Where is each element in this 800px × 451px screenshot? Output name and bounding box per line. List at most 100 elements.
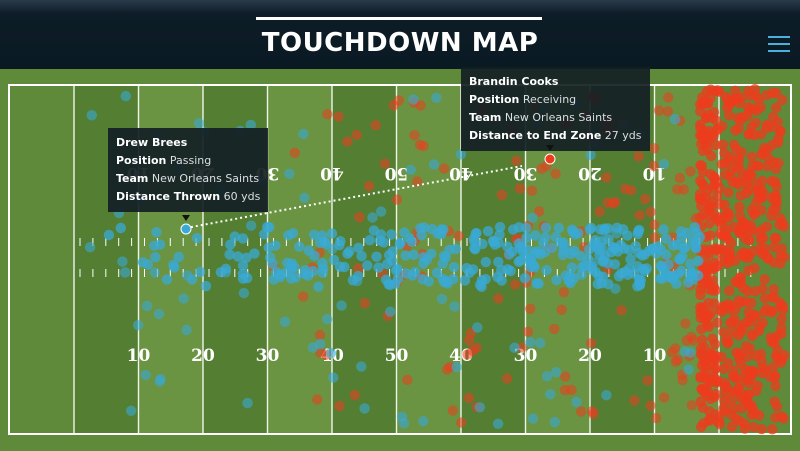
yard-number-top: 40: [449, 163, 473, 183]
touchdown-dot: [688, 335, 699, 346]
touchdown-dot: [237, 260, 249, 271]
field-chart: 102030405040302010 102030405040302010: [8, 84, 792, 435]
touchdown-dot: [294, 241, 305, 252]
pass-trajectory-line: [185, 165, 523, 229]
touchdown-dot: [774, 297, 786, 308]
touchdown-dot: [740, 364, 751, 375]
touchdown-dot: [776, 411, 787, 422]
touchdown-dot: [754, 410, 765, 421]
touchdown-dot: [763, 153, 774, 164]
touchdown-dot: [732, 277, 743, 288]
touchdown-dot: [742, 178, 753, 189]
touchdown-dot: [728, 221, 740, 233]
touchdown-dot: [351, 275, 363, 287]
touchdown-dot: [521, 222, 532, 234]
touchdown-dot: [702, 319, 713, 330]
touchdown-dot: [751, 385, 762, 397]
touchdown-dot: [776, 328, 787, 339]
touchdown-dot: [729, 403, 740, 414]
touchdown-dot: [437, 258, 448, 269]
touchdown-dot: [476, 281, 487, 292]
touchdown-dot: [695, 193, 706, 204]
touchdown-dot: [249, 248, 260, 259]
touchdown-dot: [541, 265, 552, 276]
touchdown-dot: [695, 343, 707, 354]
touchdown-dot: [396, 411, 408, 422]
touchdown-dot: [519, 273, 531, 284]
touchdown-dot: [754, 193, 766, 204]
touchdown-dot: [496, 264, 507, 276]
touchdown-dot: [522, 326, 534, 337]
touchdown-dot: [431, 92, 442, 103]
touchdown-dot: [730, 413, 741, 424]
touchdown-dot: [568, 273, 580, 284]
receiver-marker: [544, 153, 556, 165]
tooltip-player-name: Drew Brees: [116, 136, 188, 149]
touchdown-dot: [449, 301, 460, 312]
touchdown-dot: [723, 187, 734, 198]
yard-number-top: 50: [385, 163, 409, 183]
touchdown-dot: [149, 267, 160, 278]
touchdown-dot: [770, 380, 781, 392]
touchdown-dot: [702, 375, 713, 387]
touchdown-dot: [298, 128, 309, 140]
yard-number-top: 40: [320, 163, 344, 183]
touchdown-dot: [723, 255, 734, 266]
touchdown-dot: [775, 249, 786, 261]
hamburger-menu-icon[interactable]: [768, 36, 790, 52]
tooltip-distance-label: Distance Thrown: [116, 190, 221, 203]
touchdown-dot: [388, 100, 399, 111]
touchdown-dot: [325, 347, 337, 359]
touchdown-dot: [750, 286, 761, 297]
touchdown-dot: [757, 368, 768, 379]
tooltip-distance-label: Distance to End Zone: [469, 129, 602, 142]
touchdown-dot: [677, 251, 688, 262]
touchdown-dot: [436, 224, 447, 235]
touchdown-dot: [712, 375, 723, 386]
touchdown-dot: [428, 159, 440, 170]
touchdown-dot: [747, 225, 758, 236]
tooltip-pointer: [182, 215, 190, 221]
touchdown-dot: [120, 267, 131, 278]
tooltip-position-label: Position: [116, 154, 167, 167]
touchdown-dot: [693, 255, 704, 267]
touchdown-dot: [743, 265, 754, 276]
touchdown-dot: [550, 367, 562, 378]
touchdown-dot: [469, 236, 480, 247]
touchdown-dot: [558, 287, 570, 298]
touchdown-dot: [237, 273, 249, 284]
touchdown-dot: [467, 345, 478, 356]
touchdown-dot: [748, 246, 759, 257]
touchdown-dot: [362, 260, 373, 271]
touchdown-dot: [755, 102, 766, 113]
touchdown-dot: [768, 257, 779, 268]
touchdown-dot: [702, 109, 714, 120]
touchdown-dot: [771, 181, 782, 192]
touchdown-dot: [672, 184, 683, 195]
touchdown-dot: [513, 238, 524, 249]
touchdown-dot: [765, 332, 776, 343]
tooltip-position-value: Receiving: [522, 93, 577, 106]
touchdown-dot: [155, 373, 166, 385]
touchdown-dot: [603, 234, 614, 245]
touchdown-dot: [541, 371, 553, 382]
touchdown-dot: [707, 350, 718, 361]
yard-number-top: 30: [514, 163, 538, 183]
touchdown-dot: [773, 157, 784, 169]
touchdown-dot: [712, 416, 723, 428]
touchdown-dot: [418, 416, 429, 427]
touchdown-dot: [648, 160, 660, 172]
touchdown-dot: [401, 268, 412, 279]
touchdown-dot: [586, 406, 598, 417]
touchdown-dot: [390, 265, 402, 276]
touchdown-dot: [141, 300, 153, 312]
touchdown-dot: [768, 284, 779, 295]
touchdown-dot: [526, 185, 538, 196]
touchdown-dot: [533, 278, 544, 289]
touchdown-dot: [349, 389, 360, 401]
touchdown-dot: [549, 323, 560, 335]
touchdown-dot: [246, 220, 257, 231]
touchdown-dot: [727, 370, 739, 382]
touchdown-dot: [747, 331, 758, 342]
touchdown-dot: [375, 206, 387, 217]
